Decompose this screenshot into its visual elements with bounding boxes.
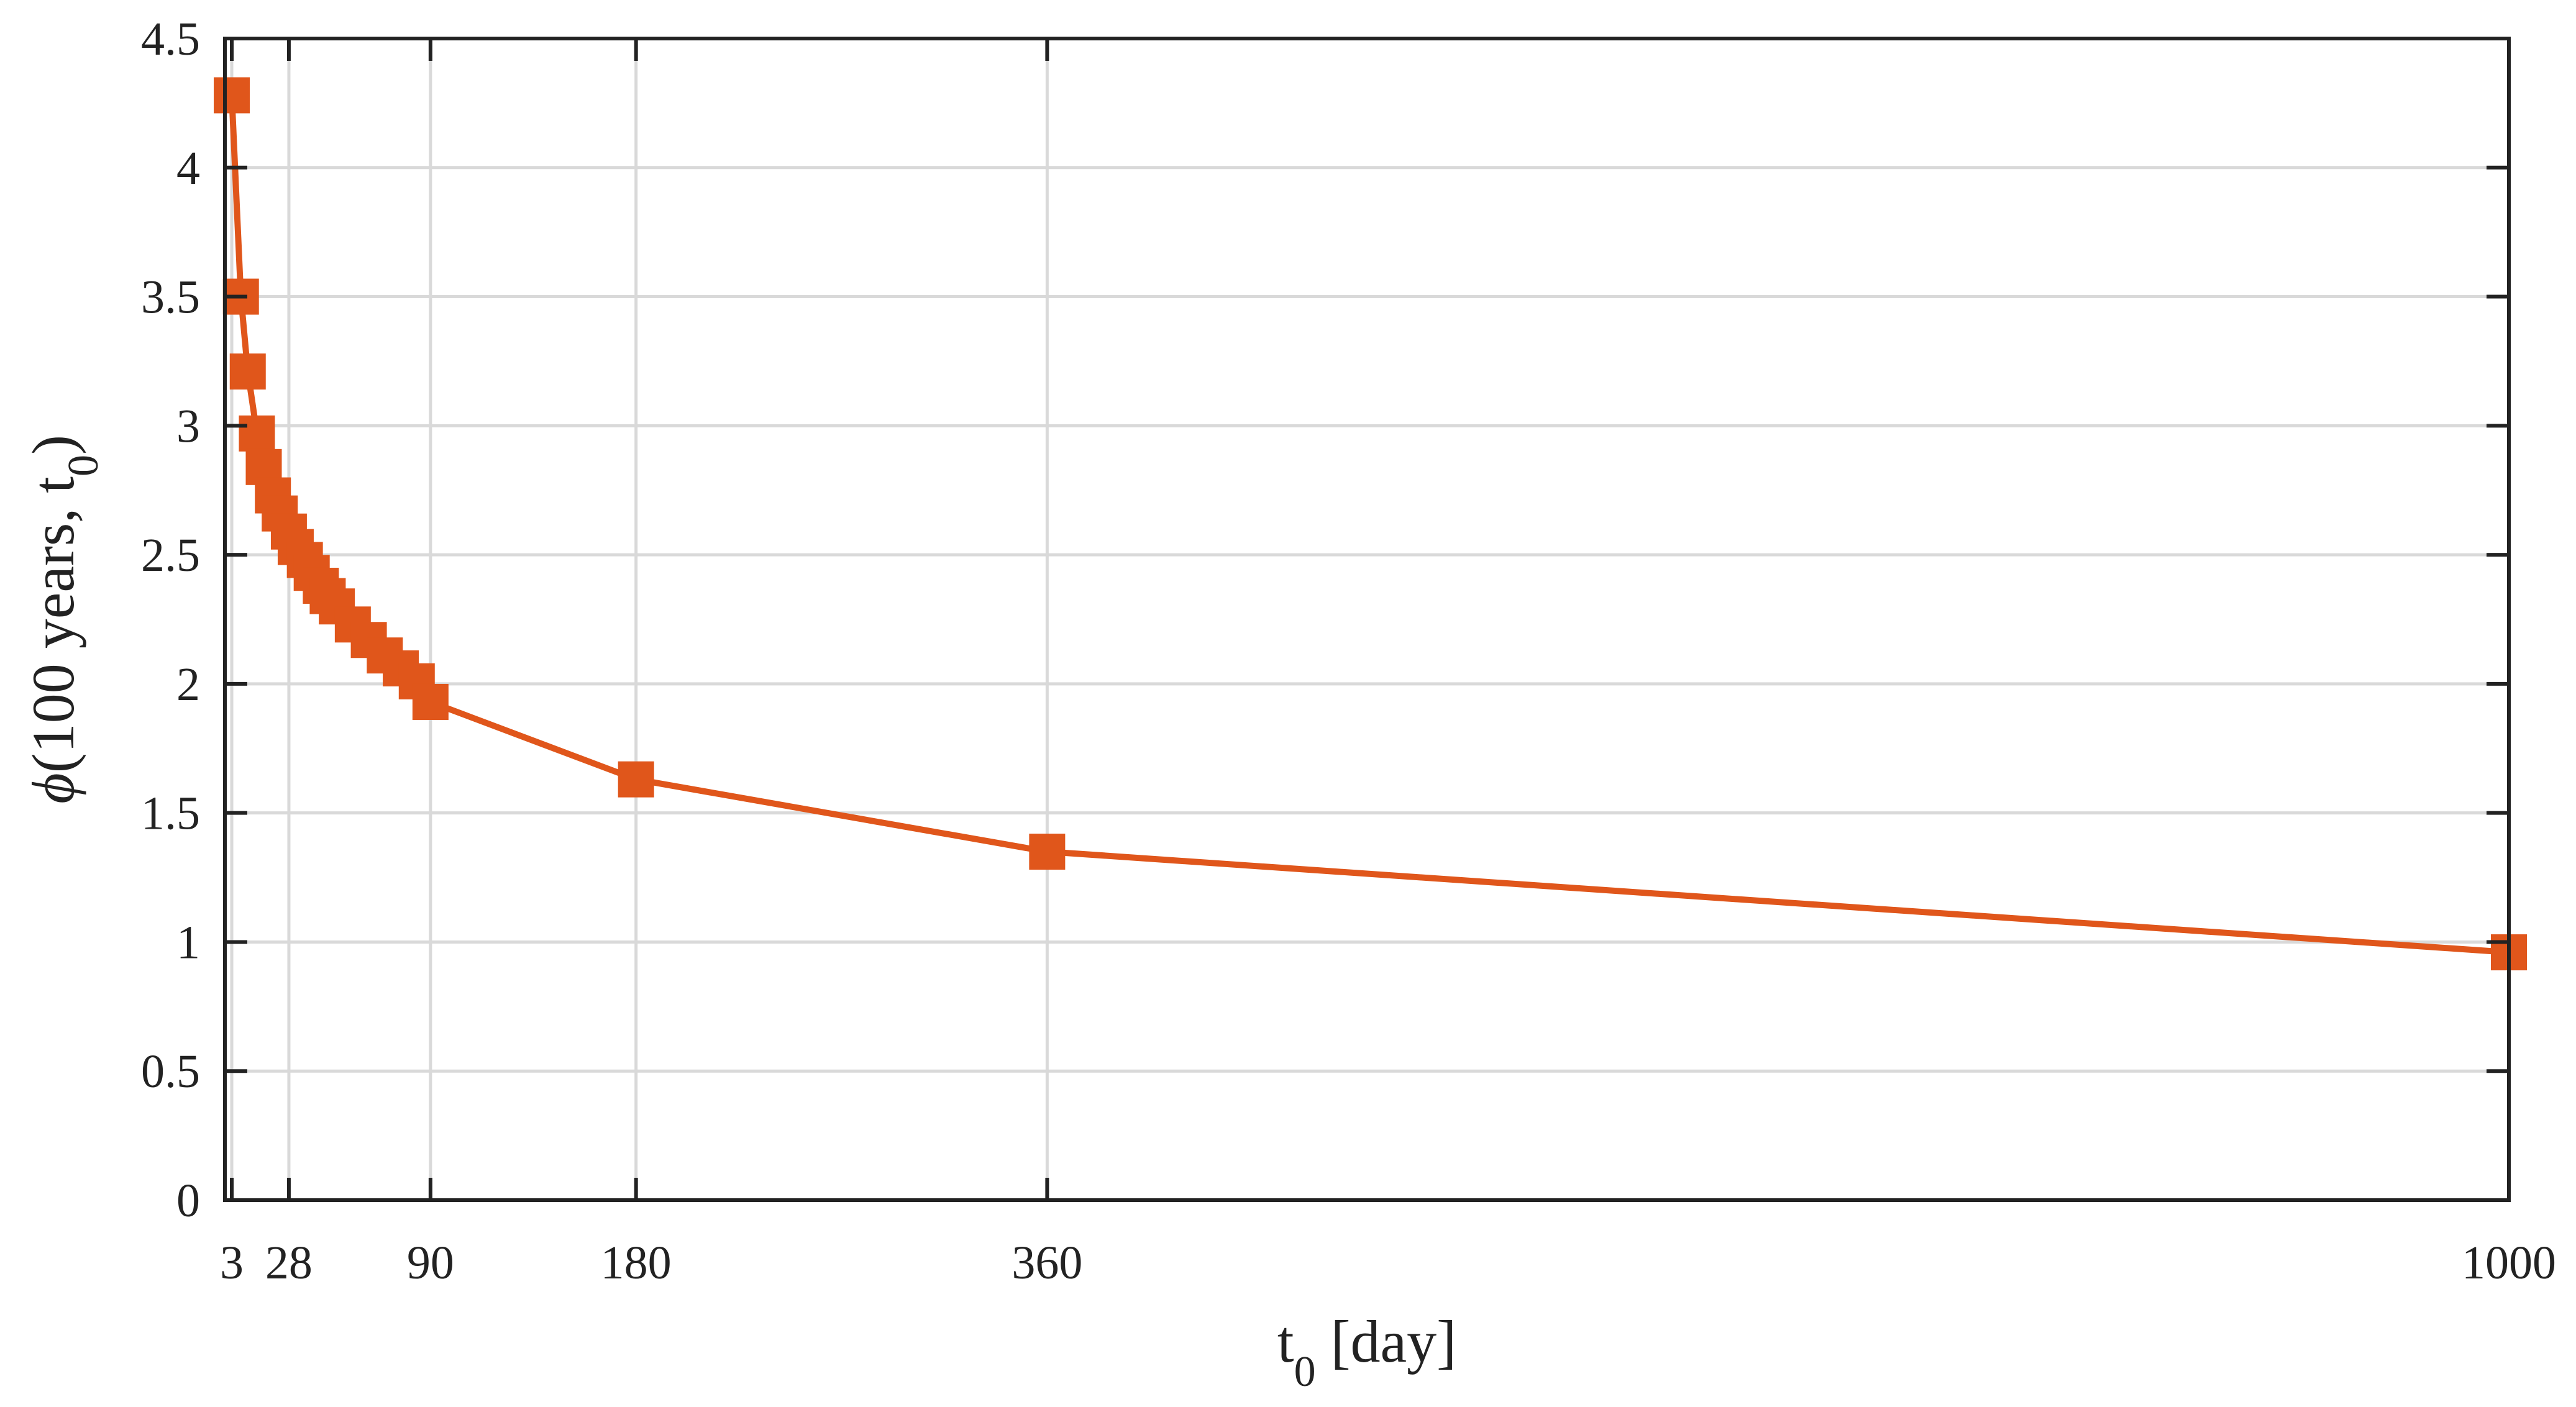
series-line (229, 95, 2510, 956)
data-point-marker (239, 415, 275, 452)
y-axis-title-main: (100 years, t (20, 476, 86, 773)
x-tick-label: 3 (220, 1237, 244, 1289)
x-tick-labels: 3 28 90 180 360 1000 (220, 1237, 2556, 1289)
y-tick-label: 1 (176, 916, 200, 968)
y-axis-title-phi: ϕ (20, 773, 86, 804)
data-point-marker (229, 353, 266, 390)
x-axis-title-unit: [day] (1316, 1308, 1457, 1375)
y-tick-label: 4 (176, 142, 200, 194)
x-axis-title-subscript: 0 (1294, 1348, 1316, 1396)
y-axis-title-subscript: 0 (60, 455, 107, 476)
y-tick-label: 0.5 (141, 1045, 200, 1098)
y-tick-labels: 0 0.5 1 1.5 2 2.5 3 3.5 4 4.5 (141, 13, 200, 1227)
series-layer (214, 77, 2527, 971)
y-axis-title-close: ) (20, 435, 86, 455)
y-tick-label: 3.5 (141, 271, 200, 324)
y-tick-label: 4.5 (141, 13, 200, 65)
y-tick-label: 2.5 (141, 529, 200, 581)
y-axis-title: ϕ(100 years, t0) (20, 435, 107, 804)
x-tick-label: 90 (407, 1237, 454, 1289)
x-axis-title: t0 [day] (1277, 1308, 1456, 1396)
axis-ticks (225, 37, 2511, 1202)
x-axis-title-main: t (1277, 1308, 1294, 1375)
y-tick-label: 1.5 (141, 788, 200, 840)
x-tick-label: 28 (265, 1237, 313, 1289)
grid-lines (225, 37, 2511, 1202)
data-point-marker (412, 683, 449, 720)
data-point-marker (618, 761, 654, 798)
data-point-marker (1029, 834, 1066, 870)
plot-area-frame (223, 37, 2511, 1202)
y-tick-label: 3 (176, 400, 200, 452)
y-tick-label: 2 (176, 658, 200, 711)
x-tick-label: 1000 (2462, 1237, 2556, 1289)
y-tick-label: 0 (176, 1175, 200, 1227)
x-tick-label: 360 (1012, 1237, 1082, 1289)
data-point-marker (214, 77, 250, 114)
x-tick-label: 180 (601, 1237, 672, 1289)
